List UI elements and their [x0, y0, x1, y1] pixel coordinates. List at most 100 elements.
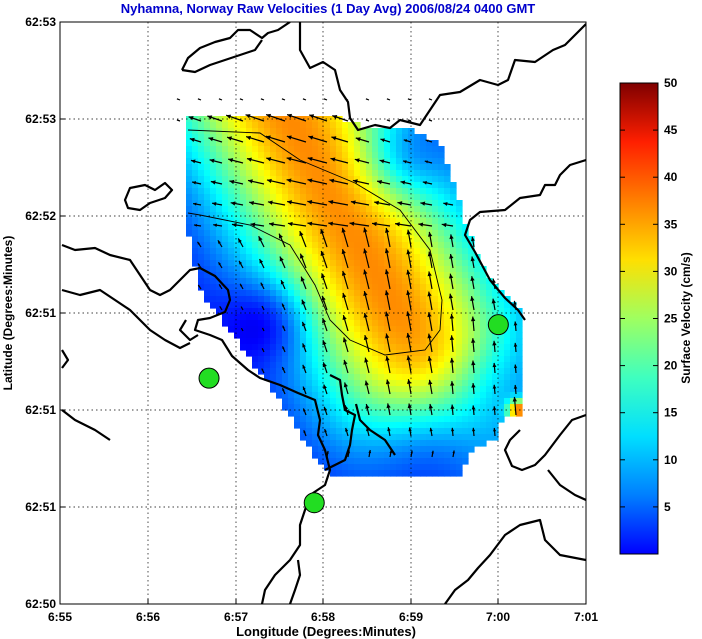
- field-cell: [186, 116, 193, 123]
- field-cell: [258, 326, 265, 333]
- field-cell: [270, 386, 277, 393]
- field-cell: [276, 242, 283, 249]
- field-cell: [312, 338, 319, 345]
- field-cell: [324, 290, 331, 297]
- field-cell: [288, 278, 295, 285]
- field-cell: [252, 344, 259, 351]
- field-cell: [390, 278, 397, 285]
- field-cell: [372, 362, 379, 369]
- field-cell: [294, 236, 301, 243]
- field-cell: [216, 206, 223, 213]
- velocity-arrow: [301, 321, 307, 332]
- field-cell: [450, 320, 457, 327]
- field-cell: [276, 218, 283, 225]
- field-cell: [348, 290, 355, 297]
- field-cell: [468, 380, 475, 387]
- field-cell: [276, 326, 283, 333]
- field-cell: [408, 278, 415, 285]
- field-cell: [294, 320, 301, 327]
- field-cell: [414, 428, 421, 435]
- field-cell: [420, 326, 427, 333]
- field-cell: [456, 392, 463, 399]
- field-cell: [216, 248, 223, 255]
- field-cell: [324, 380, 331, 387]
- field-cell: [378, 224, 385, 231]
- field-cell: [492, 392, 499, 399]
- field-cell: [420, 230, 427, 237]
- field-cell: [390, 374, 397, 381]
- field-cell: [366, 254, 373, 261]
- field-cell: [330, 332, 337, 339]
- field-cell: [384, 170, 391, 177]
- field-cell: [222, 146, 229, 153]
- field-cell: [390, 380, 397, 387]
- field-cell: [438, 200, 445, 207]
- field-cell: [516, 314, 523, 321]
- field-cell: [294, 296, 301, 303]
- field-cell: [312, 224, 319, 231]
- velocity-arrow: [366, 427, 370, 437]
- field-cell: [366, 332, 373, 339]
- field-cell: [390, 350, 397, 357]
- velocity-arrow: [261, 327, 265, 332]
- field-cell: [252, 326, 259, 333]
- field-cell: [462, 296, 469, 303]
- field-cell: [438, 350, 445, 357]
- field-cell: [252, 116, 259, 123]
- field-cell: [264, 242, 271, 249]
- velocity-arrow: [324, 428, 328, 437]
- field-cell: [342, 440, 349, 447]
- field-cell: [420, 260, 427, 267]
- field-cell: [360, 422, 367, 429]
- velocity-arrow: [427, 251, 433, 269]
- field-cell: [300, 152, 307, 159]
- field-cell: [294, 188, 301, 195]
- field-cell: [402, 374, 409, 381]
- colorbar-tick-label: 15: [664, 406, 678, 420]
- field-cell: [438, 170, 445, 177]
- field-cell: [444, 386, 451, 393]
- field-cell: [438, 398, 445, 405]
- field-cell: [414, 356, 421, 363]
- field-cell: [456, 272, 463, 279]
- velocity-arrow: [491, 298, 496, 311]
- field-cell: [228, 272, 235, 279]
- y-tick-label: 62:51: [25, 403, 56, 417]
- field-cell: [420, 188, 427, 195]
- field-cell: [420, 452, 427, 459]
- field-cell: [306, 434, 313, 441]
- field-cell: [264, 302, 271, 309]
- colorbar-tick-label: 40: [664, 170, 678, 184]
- field-cell: [456, 218, 463, 225]
- velocity-arrow: [492, 340, 497, 353]
- field-cell: [396, 290, 403, 297]
- velocity-arrow: [281, 303, 286, 311]
- field-cell: [324, 218, 331, 225]
- field-cell: [306, 194, 313, 201]
- field-cell: [336, 254, 343, 261]
- field-cell: [282, 128, 289, 135]
- field-cell: [390, 416, 397, 423]
- field-cell: [282, 230, 289, 237]
- field-cell: [396, 128, 403, 135]
- field-cell: [354, 248, 361, 255]
- field-cell: [462, 248, 469, 255]
- field-cell: [294, 272, 301, 279]
- velocity-arrow: [379, 159, 391, 164]
- field-cell: [192, 122, 199, 129]
- field-cell: [384, 410, 391, 417]
- field-cell: [300, 224, 307, 231]
- field-cell: [414, 458, 421, 465]
- field-cell: [468, 260, 475, 267]
- velocity-arrow: [247, 179, 265, 185]
- field-cell: [396, 254, 403, 261]
- field-cell: [456, 254, 463, 261]
- field-cell: [456, 368, 463, 375]
- field-cell: [252, 164, 259, 171]
- field-cell: [288, 230, 295, 237]
- field-cell: [186, 128, 193, 135]
- field-cell: [378, 176, 385, 183]
- field-cell: [342, 248, 349, 255]
- field-cell: [462, 446, 469, 453]
